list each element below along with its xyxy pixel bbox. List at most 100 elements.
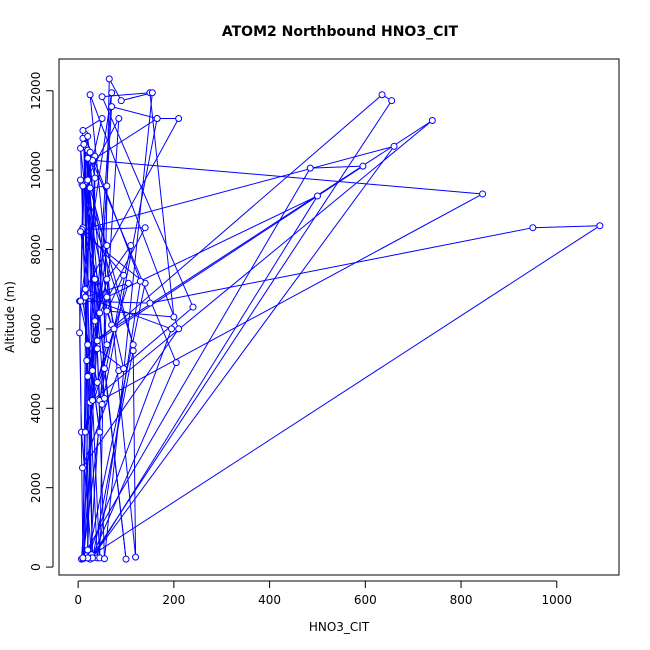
y-tick-label: 12000 <box>29 72 43 110</box>
series-segment <box>103 92 153 559</box>
data-point <box>167 325 175 333</box>
data-point <box>84 132 92 140</box>
data-point <box>172 359 180 367</box>
data-point <box>108 103 116 111</box>
data-point <box>84 373 92 381</box>
x-tick-label: 1000 <box>542 593 573 607</box>
data-point <box>117 97 125 105</box>
x-tick-label: 0 <box>74 593 82 607</box>
plot-frame <box>58 58 620 576</box>
data-point <box>86 91 94 99</box>
data-point <box>81 428 89 436</box>
series-segment <box>81 145 395 231</box>
data-point <box>120 271 128 279</box>
data-point <box>103 293 111 301</box>
y-axis-label: Altitude (m) <box>3 281 17 353</box>
data-point <box>79 126 87 134</box>
series-segment <box>80 432 93 555</box>
data-point <box>79 182 87 190</box>
data-point <box>103 275 111 283</box>
x-tick-label: 200 <box>162 593 185 607</box>
data-point <box>378 91 386 99</box>
y-tick-label: 8000 <box>29 234 43 265</box>
series-segment <box>149 92 175 318</box>
series-segment <box>149 227 533 304</box>
data-point <box>83 357 91 365</box>
data-point <box>100 555 108 563</box>
series-segment <box>96 94 383 342</box>
data-point <box>91 317 99 325</box>
data-point <box>189 303 197 311</box>
series-segment <box>89 94 180 330</box>
data-point <box>77 176 85 184</box>
data-point <box>93 345 101 353</box>
series-segment <box>101 96 194 308</box>
series-segment <box>85 282 129 298</box>
data-point <box>103 182 111 190</box>
data-point <box>428 117 436 125</box>
data-point <box>84 546 92 554</box>
data-point <box>103 341 111 349</box>
data-point <box>91 174 99 182</box>
data-point <box>103 242 111 250</box>
series-segment <box>81 183 134 345</box>
data-point <box>146 299 154 307</box>
y-axis: 0 2000 4000 6000 8000 10000 12000 <box>29 72 54 571</box>
x-axis: 0 200 400 600 800 1000 <box>74 580 573 607</box>
data-point <box>132 553 140 561</box>
series-segment <box>92 400 101 558</box>
series-segment <box>80 186 84 302</box>
series-segment <box>82 118 103 131</box>
series-segment <box>106 310 174 318</box>
series-segment <box>87 225 601 559</box>
data-point <box>81 285 89 293</box>
data-point <box>96 428 104 436</box>
data-point <box>529 224 537 232</box>
data-point <box>388 97 396 105</box>
data-point <box>84 154 92 162</box>
x-axis-label: HNO3_CIT <box>309 620 370 634</box>
data-point <box>120 365 128 373</box>
data-point <box>122 555 130 563</box>
data-point <box>98 115 106 123</box>
data-point <box>79 554 87 562</box>
data-point <box>479 190 487 198</box>
series-segment <box>87 328 172 559</box>
data-point <box>80 140 88 148</box>
series-segment <box>89 100 393 560</box>
series-segment <box>132 350 137 558</box>
data-point <box>175 325 183 333</box>
data-point <box>93 337 101 345</box>
y-tick-label: 0 <box>29 563 43 571</box>
series-segment <box>87 120 433 346</box>
series-segment <box>89 402 98 558</box>
y-tick-label: 2000 <box>29 472 43 503</box>
data-point <box>129 341 137 349</box>
data-point <box>127 242 135 250</box>
data-point <box>359 162 367 170</box>
series-segment <box>80 92 113 302</box>
data-point <box>313 192 321 200</box>
series-segment <box>85 296 172 330</box>
data-point <box>93 378 101 386</box>
series-segment <box>96 348 124 369</box>
series-segment <box>101 118 158 405</box>
data-point <box>141 224 149 232</box>
series-segment <box>92 118 158 161</box>
series-segment <box>92 350 134 559</box>
data-point <box>103 307 111 315</box>
data-point <box>84 341 92 349</box>
x-tick-label: 800 <box>450 593 473 607</box>
data-point <box>110 325 118 333</box>
data-point <box>153 115 161 123</box>
series-segment <box>87 158 94 371</box>
data-point <box>124 279 132 287</box>
data-point <box>77 228 85 236</box>
data-point <box>84 176 92 184</box>
series-points <box>76 75 604 563</box>
data-point <box>76 329 84 337</box>
data-point <box>170 313 178 321</box>
data-point <box>91 275 99 283</box>
y-tick-label: 4000 <box>29 393 43 424</box>
